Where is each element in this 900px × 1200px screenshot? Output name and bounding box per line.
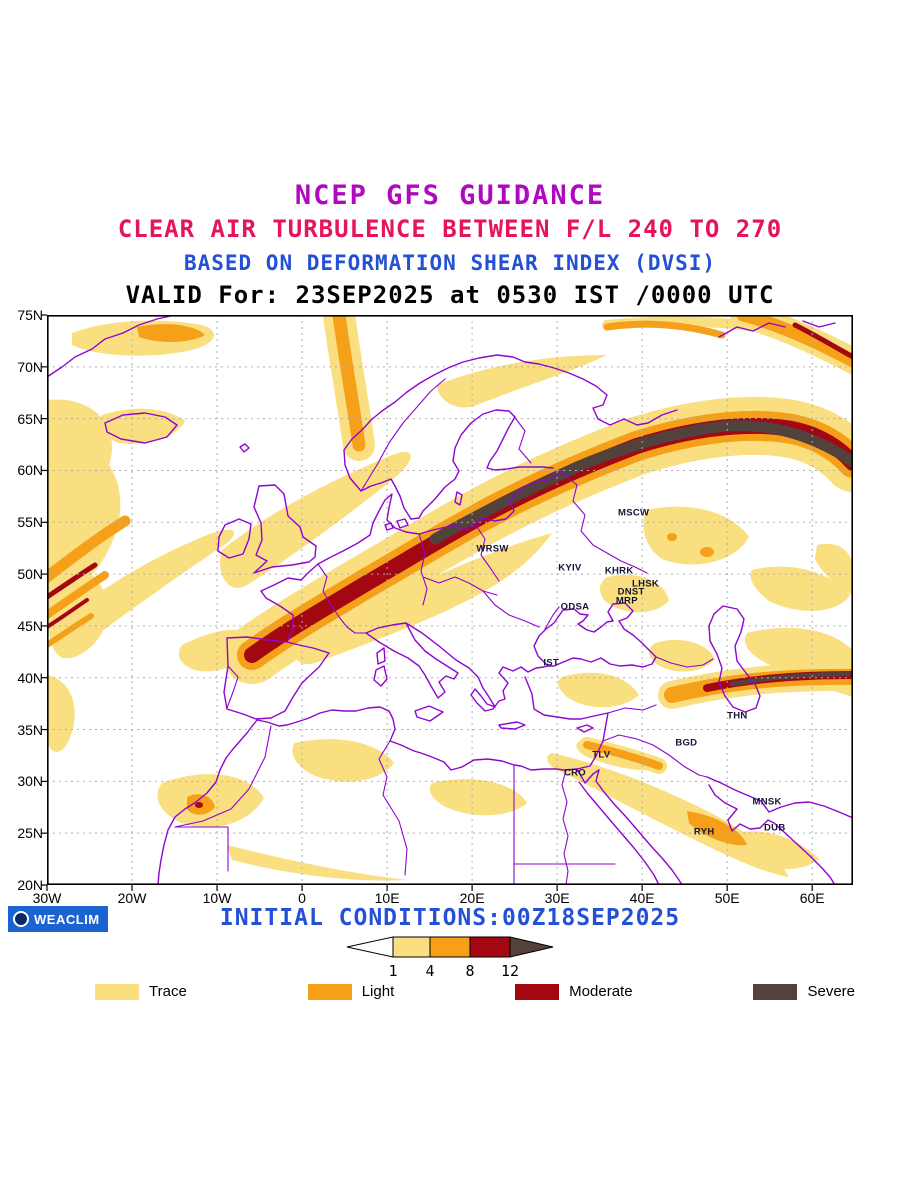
legend-label-trace: Trace bbox=[149, 983, 187, 1000]
legend-swatch-moderate bbox=[515, 983, 560, 1000]
legend: Trace Light Moderate Severe bbox=[95, 983, 855, 1000]
lat-tick-40N: 40N bbox=[17, 669, 43, 686]
legend-item-trace: Trace bbox=[95, 983, 187, 1000]
city-label-CRO: CRO bbox=[563, 767, 586, 779]
scale-cell-light bbox=[429, 936, 471, 958]
scale-tick-4: 4 bbox=[425, 962, 435, 980]
lon-tick-30W: 30W bbox=[32, 890, 62, 906]
legend-item-severe: Severe bbox=[753, 983, 855, 1000]
scale-tick-1: 1 bbox=[388, 962, 398, 980]
legend-swatch-light bbox=[307, 983, 352, 1000]
weaclim-badge: WEACLIM bbox=[8, 906, 108, 932]
weaclim-logo-icon bbox=[13, 911, 29, 927]
lon-tick-50E: 50E bbox=[714, 890, 740, 906]
lat-tick-70N: 70N bbox=[17, 358, 43, 375]
scale-tick-8: 8 bbox=[465, 962, 475, 980]
scale-arrow-left bbox=[346, 936, 394, 958]
intensity-scale: 1 4 8 12 bbox=[345, 936, 555, 984]
legend-item-moderate: Moderate bbox=[515, 983, 633, 1000]
lat-tick-65N: 65N bbox=[17, 410, 43, 427]
lat-tick-60N: 60N bbox=[17, 462, 43, 479]
city-label-TLV: TLV bbox=[592, 749, 611, 761]
city-label-RYH: RYH bbox=[693, 826, 715, 838]
legend-swatch-severe bbox=[753, 983, 798, 1000]
lat-tick-55N: 55N bbox=[17, 514, 43, 531]
lon-tick-20W: 20W bbox=[117, 890, 147, 906]
city-label-DUB: DUB bbox=[764, 822, 786, 834]
city-label-KYIV: KYIV bbox=[558, 562, 582, 574]
lon-tick-40E: 40E bbox=[629, 890, 655, 906]
scale-cell-trace bbox=[392, 936, 431, 958]
city-label-ODSA: ODSA bbox=[560, 601, 590, 613]
title-product: CLEAR AIR TURBULENCE BETWEEN F/L 240 TO … bbox=[117, 215, 783, 243]
lon-tick-30E: 30E bbox=[544, 890, 570, 906]
city-label-DNST: DNST bbox=[617, 586, 645, 598]
lat-tick-45N: 45N bbox=[17, 617, 43, 634]
city-label-BGD: BGD bbox=[675, 737, 698, 749]
lon-tick-10E: 10E bbox=[374, 890, 400, 906]
map-frame bbox=[47, 315, 854, 886]
city-label-KHRK: KHRK bbox=[604, 565, 634, 577]
city-label-IST: IST bbox=[543, 657, 560, 669]
title-model: NCEP GFS GUIDANCE bbox=[294, 180, 606, 211]
intensity-scale-bar bbox=[346, 936, 554, 958]
coastline-layer bbox=[47, 315, 853, 885]
lat-tick-50N: 50N bbox=[17, 566, 43, 583]
weaclim-label: WEACLIM bbox=[34, 911, 100, 927]
scale-cell-moderate bbox=[469, 936, 511, 958]
initial-conditions-text: INITIAL CONDITIONS:00Z18SEP2025 bbox=[219, 905, 681, 931]
scale-tick-12: 12 bbox=[500, 962, 520, 980]
scale-arrow-right-severe bbox=[509, 936, 554, 958]
city-label-THN: THN bbox=[727, 710, 748, 722]
legend-item-light: Light bbox=[307, 983, 395, 1000]
lat-tick-20N: 20N bbox=[17, 877, 43, 893]
lat-tick-30N: 30N bbox=[17, 773, 43, 790]
lat-tick-35N: 35N bbox=[17, 721, 43, 738]
map-graphics bbox=[41, 314, 854, 891]
lon-tick-20E: 20E bbox=[459, 890, 485, 906]
city-label-MNSK: MNSK bbox=[752, 796, 782, 808]
legend-label-severe: Severe bbox=[807, 983, 855, 1000]
legend-swatch-trace bbox=[95, 983, 139, 1000]
lon-tick-0: 0 bbox=[298, 890, 306, 906]
legend-label-moderate: Moderate bbox=[569, 983, 633, 1000]
city-label-MSCW: MSCW bbox=[618, 507, 650, 519]
title-method: BASED ON DEFORMATION SHEAR INDEX (DVSI) bbox=[183, 251, 717, 275]
lon-tick-60E: 60E bbox=[799, 890, 825, 906]
turbulence-shading-layer bbox=[47, 315, 853, 881]
title-valid-time: VALID For: 23SEP2025 at 0530 IST /0000 U… bbox=[125, 281, 775, 309]
city-label-WRSW: WRSW bbox=[476, 543, 509, 555]
lon-tick-10W: 10W bbox=[202, 890, 232, 906]
lat-tick-25N: 25N bbox=[17, 825, 43, 842]
city-label-MRP: MRP bbox=[615, 595, 638, 607]
city-label-LHSK: LHSK bbox=[632, 578, 660, 590]
lat-tick-75N: 75N bbox=[17, 307, 43, 323]
legend-label-light: Light bbox=[361, 983, 395, 1000]
